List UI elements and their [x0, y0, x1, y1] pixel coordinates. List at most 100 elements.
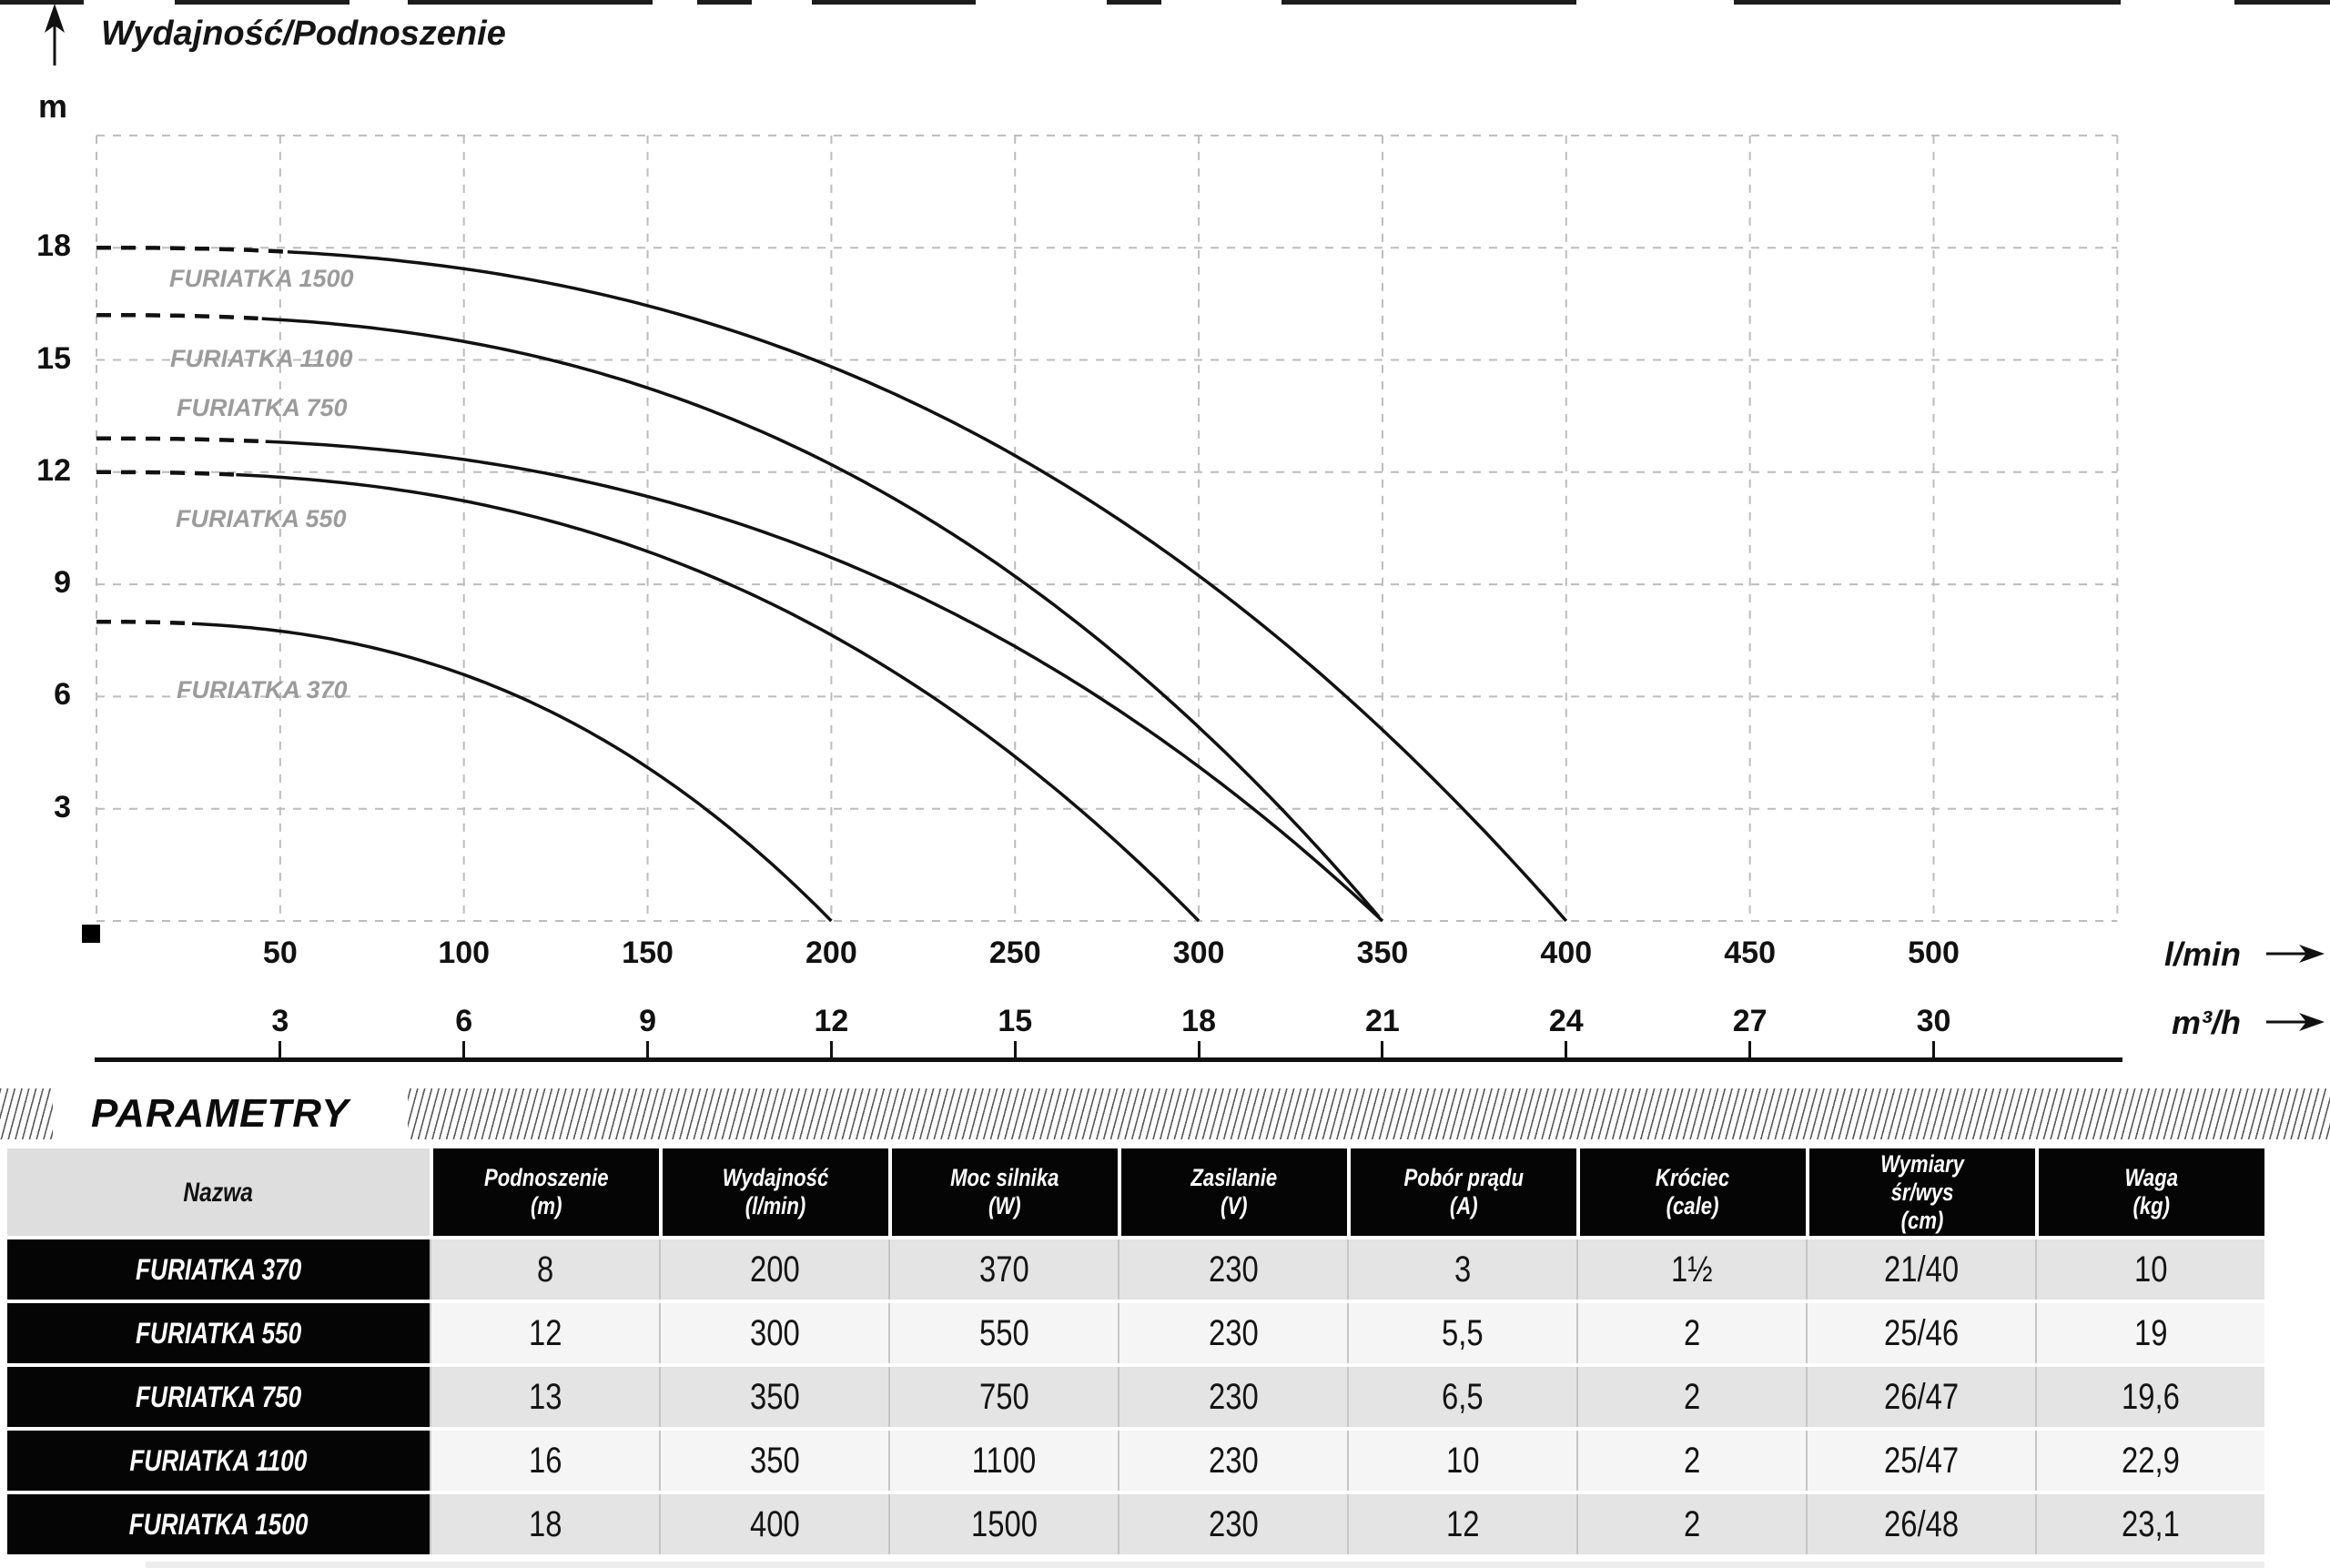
- x-tick-label-m3h: 9: [639, 1004, 656, 1038]
- value-cell: 26/47: [1806, 1367, 2035, 1427]
- x-tick-mark: [1565, 1041, 1568, 1059]
- value-cell: 19,6: [2035, 1367, 2264, 1427]
- x-axis-unit-m3h: m³/h: [2172, 1004, 2241, 1041]
- pump-curve-furiatka-370: [191, 622, 833, 923]
- top-edge-remnant-segment: [408, 0, 653, 5]
- x-tick-label-m3h: 27: [1732, 1004, 1768, 1038]
- x-tick-label-m3h: 21: [1365, 1004, 1400, 1038]
- curve-label-furiatka-1500: FURIATKA 1500: [169, 265, 354, 292]
- value-cell: 10: [1347, 1431, 1576, 1491]
- y-tick-label: 3: [54, 789, 71, 824]
- row-name-cell: FURIATKA 550: [7, 1303, 430, 1363]
- pump-curve-furiatka-1100: [261, 317, 1381, 918]
- value-cell: 26/48: [1806, 1494, 2035, 1554]
- top-edge-remnant-segment: [175, 0, 350, 5]
- header-cell-nazwa: Nazwa: [7, 1148, 430, 1236]
- value-cell: 230: [1118, 1303, 1347, 1363]
- value-cell: 300: [659, 1303, 888, 1363]
- value-cell: 350: [659, 1431, 888, 1491]
- value-cell: 550: [888, 1303, 1118, 1363]
- header-cell: Wydajność (l/min): [659, 1148, 888, 1236]
- row-name-cell: FURIATKA 1500: [7, 1494, 430, 1554]
- value-cell: 25/47: [1806, 1431, 2035, 1491]
- y-tick-label: 6: [54, 677, 71, 713]
- x-tick-label-lmin: 250: [988, 936, 1041, 970]
- x-tick-label-lmin: 500: [1908, 936, 1960, 970]
- top-edge-remnant-segment: [1282, 0, 1576, 5]
- top-edge-remnant-segment: [697, 0, 752, 5]
- header-cell: Zasilanie (V): [1118, 1148, 1347, 1236]
- x-tick-mark: [1748, 1041, 1752, 1059]
- value-cell: 21/40: [1806, 1239, 2035, 1300]
- header-cell: Waga (kg): [2035, 1148, 2264, 1236]
- value-cell: 25/46: [1806, 1303, 2035, 1363]
- section-title: PARAMETRY: [91, 1091, 350, 1136]
- value-cell: 230: [1118, 1367, 1347, 1427]
- x-tick-label-m3h: 6: [455, 1004, 473, 1038]
- pump-curves-chart: [96, 134, 2119, 923]
- header-cell: Podnoszenie (m): [430, 1148, 659, 1236]
- pump-curve-dashed-furiatka-1100: [96, 312, 258, 321]
- top-edge-remnant-segment: [2234, 0, 2330, 5]
- value-cell: 230: [1118, 1431, 1347, 1491]
- value-cell: 230: [1118, 1239, 1347, 1300]
- x-tick-label-m3h: 15: [998, 1004, 1033, 1038]
- x-tick-mark: [462, 1041, 466, 1059]
- section-title-background: [53, 1088, 408, 1139]
- value-cell: 10: [2035, 1239, 2264, 1300]
- y-axis-arrow-icon: [45, 4, 65, 66]
- x-tick-mark: [829, 1041, 833, 1059]
- row-name-cell: FURIATKA 370: [7, 1239, 430, 1300]
- value-cell: 2: [1576, 1431, 1806, 1491]
- value-cell: 350: [659, 1367, 888, 1427]
- value-cell: 12: [430, 1303, 659, 1363]
- header-cell: Wymiary śr/wys (cm): [1806, 1148, 2035, 1236]
- x-tick-label-lmin: 100: [438, 936, 491, 970]
- parameters-table: Nazwa Podnoszenie (m) Wydajność (l/min) Moc s…: [7, 1148, 2264, 1554]
- top-edge-remnant-segment: [1107, 0, 1161, 5]
- x-tick-mark: [1381, 1041, 1384, 1059]
- pump-curve-furiatka-550: [236, 472, 1200, 923]
- value-cell: 1½: [1576, 1239, 1806, 1300]
- x-tick-mark: [279, 1041, 282, 1059]
- top-edge-remnant-segment: [0, 0, 84, 5]
- x-tick-label-lmin: 400: [1540, 936, 1593, 970]
- y-tick-label: 12: [36, 452, 71, 488]
- x-axis-unit-lmin: l/min: [2163, 936, 2241, 973]
- x-tick-label-lmin: 450: [1724, 936, 1776, 970]
- x-tick-label-m3h: 30: [1916, 1004, 1951, 1038]
- curve-label-furiatka-550: FURIATKA 550: [176, 505, 347, 532]
- row-name-cell: FURIATKA 1100: [7, 1431, 430, 1491]
- x-tick-label-m3h: 12: [814, 1004, 849, 1038]
- value-cell: 18: [430, 1494, 659, 1554]
- pump-curve-furiatka-1500: [287, 249, 1568, 923]
- row-name-cell: FURIATKA 750: [7, 1367, 430, 1427]
- pump-curve-dashed-furiatka-370: [96, 619, 193, 626]
- value-cell: 1100: [888, 1431, 1118, 1491]
- header-cell: Pobór prądu (A): [1347, 1148, 1576, 1236]
- value-cell: 8: [430, 1239, 659, 1300]
- pump-curve-dashed-furiatka-750: [96, 436, 266, 444]
- top-edge-remnant-segment: [1734, 0, 2121, 5]
- top-edge-remnant-segment: [812, 0, 976, 5]
- x-axis-arrow-lmin-icon: [2266, 945, 2325, 963]
- x-tick-label-m3h: 24: [1548, 1004, 1584, 1038]
- y-axis-unit-label: m: [38, 87, 68, 125]
- pump-curve-dashed-furiatka-1500: [96, 245, 289, 254]
- value-cell: 16: [430, 1431, 659, 1491]
- x-tick-label-m3h: 3: [271, 1004, 289, 1038]
- value-cell: 750: [888, 1367, 1118, 1427]
- value-cell: 1500: [888, 1494, 1118, 1554]
- value-cell: 370: [888, 1239, 1118, 1300]
- x-tick-label-lmin: 300: [1172, 936, 1225, 970]
- y-tick-label: 15: [36, 340, 71, 376]
- value-cell: 12: [1347, 1494, 1576, 1554]
- curve-label-furiatka-1100: FURIATKA 1100: [170, 345, 353, 372]
- x-tick-label-lmin: 200: [805, 936, 857, 970]
- x-axis-arrow-m3h-icon: [2266, 1013, 2325, 1031]
- value-cell: 200: [659, 1239, 888, 1300]
- header-cell: Moc silnika (W): [888, 1148, 1118, 1236]
- value-cell: 19: [2035, 1303, 2264, 1363]
- curve-label-furiatka-750: FURIATKA 750: [177, 394, 348, 421]
- y-tick-label: 9: [54, 565, 71, 601]
